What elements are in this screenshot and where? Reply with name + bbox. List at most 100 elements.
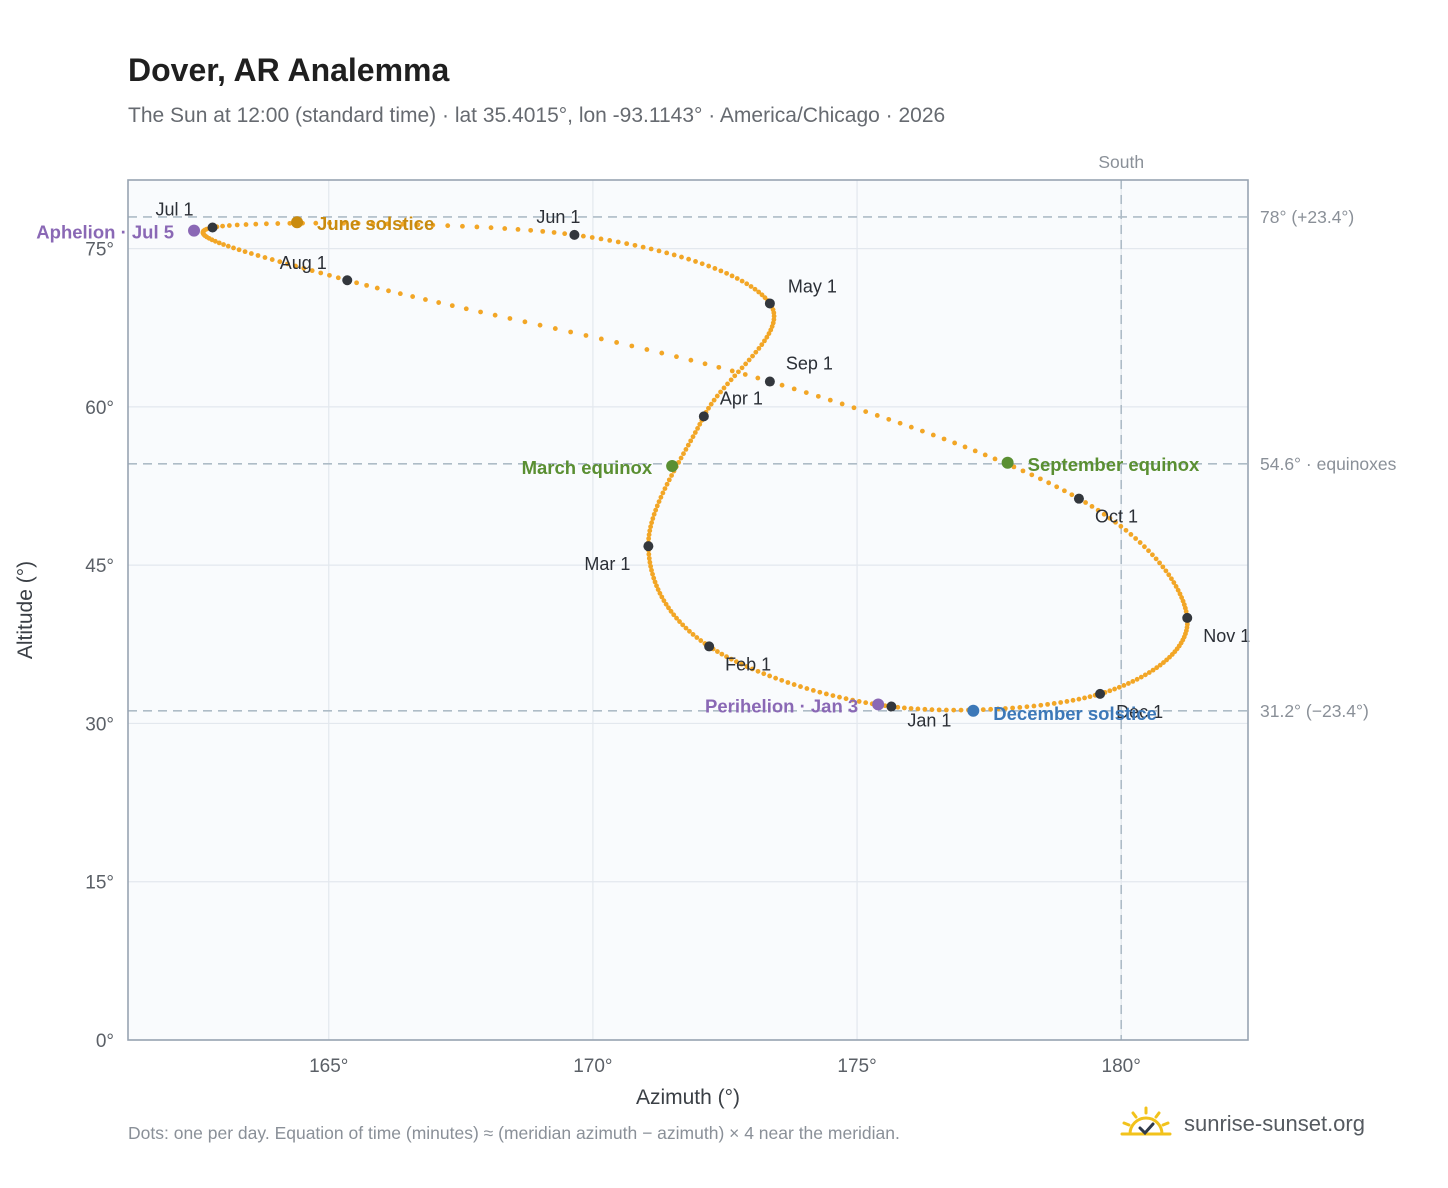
daily-sun-dot (753, 349, 759, 355)
daily-sun-dot (767, 301, 773, 306)
daily-sun-dot (692, 430, 698, 435)
daily-sun-dot (685, 442, 691, 448)
plot-frame (127, 179, 1249, 1041)
daily-sun-dot (718, 389, 723, 395)
daily-sun-dot (706, 263, 712, 269)
daily-sun-dot (632, 242, 638, 248)
daily-sun-dot (300, 220, 305, 226)
daily-sun-dot (791, 386, 797, 392)
daily-sun-dot (804, 686, 810, 691)
daily-sun-dot (423, 297, 428, 302)
daily-sun-dot (640, 244, 646, 250)
daily-sun-dot (762, 295, 768, 301)
month-label: Jan 1 (907, 711, 951, 731)
daily-sun-dot (263, 221, 269, 227)
daily-sun-dot (204, 226, 210, 232)
daily-sun-dot (744, 664, 750, 669)
altitude-reference-label: 54.6° · equinoxes (1260, 454, 1397, 474)
month-marker (1182, 612, 1193, 623)
daily-sun-dot (666, 477, 672, 483)
month-label: Dec 1 (1116, 702, 1163, 722)
daily-sun-dot (1002, 460, 1007, 466)
daily-sun-dot (1069, 492, 1075, 498)
daily-sun-dot (739, 365, 745, 371)
daily-sun-dot (908, 706, 914, 711)
daily-sun-dot (995, 706, 1001, 712)
daily-sun-dot (598, 236, 604, 242)
daily-sun-dot (929, 707, 935, 713)
daily-sun-dot (765, 298, 771, 303)
daily-sun-dot (941, 436, 947, 442)
y-tick-label: 30° (85, 714, 114, 735)
daily-sun-dot (1017, 704, 1023, 710)
daily-sun-dot (698, 638, 704, 643)
daily-sun-dot (908, 424, 914, 430)
daily-sun-dot (1172, 649, 1178, 655)
daily-sun-dot (648, 524, 654, 530)
y-tick-label: 0° (96, 1031, 114, 1052)
daily-sun-dot (615, 239, 621, 245)
daily-sun-dot (1046, 480, 1052, 486)
daily-sun-dot (1020, 468, 1026, 474)
daily-sun-dot (1121, 682, 1127, 688)
daily-sun-dot (653, 507, 659, 513)
daily-sun-dot (397, 291, 403, 297)
daily-sun-dot (823, 691, 829, 697)
x-tick-label: 175° (837, 1056, 876, 1077)
daily-sun-dot (656, 499, 662, 505)
daily-sun-dot (1054, 484, 1060, 490)
daily-sun-dot (728, 377, 734, 383)
daily-sun-dot (1024, 704, 1030, 710)
daily-sun-dot (1174, 646, 1180, 652)
daily-sun-dot (474, 224, 480, 230)
event-label: March equinox (522, 457, 653, 478)
daily-sun-dot (654, 583, 659, 589)
daily-sun-dot (580, 233, 586, 239)
daily-sun-dot (287, 220, 293, 226)
daily-sun-dot (734, 276, 740, 281)
daily-sun-dot (646, 555, 652, 561)
daily-sun-dot (1146, 548, 1151, 554)
plot-area (128, 180, 1248, 1040)
daily-sun-dot (1184, 615, 1190, 621)
daily-sun-dot (1181, 602, 1187, 608)
daily-sun-dot (1037, 476, 1043, 482)
daily-sun-dot (1038, 702, 1044, 708)
month-marker (704, 641, 715, 652)
daily-sun-dot (1180, 637, 1186, 643)
brand-name[interactable]: sunrise-sunset.org (1184, 1111, 1365, 1136)
daily-sun-dot (980, 707, 986, 713)
daily-sun-dot (1138, 674, 1144, 680)
month-label: Sep 1 (786, 354, 833, 374)
daily-sun-dot (583, 333, 589, 338)
daily-sun-dot (888, 704, 894, 709)
daily-sun-dot (755, 375, 761, 381)
daily-sun-dot (243, 222, 249, 227)
grid-lines (128, 180, 1248, 1041)
month-label: Jun 1 (536, 207, 580, 227)
daily-sun-dot (293, 263, 298, 269)
daily-sun-dot (210, 225, 215, 230)
daily-sun-dot (851, 405, 857, 411)
daily-sun-dot (1150, 667, 1156, 673)
daily-sun-dot (370, 221, 376, 226)
daily-sun-dot (764, 334, 770, 340)
daily-sun-dot (769, 324, 775, 329)
daily-sun-dot (354, 280, 359, 286)
event-label: Aphelion · Jul 5 (36, 222, 174, 243)
daily-sun-dot (874, 413, 880, 418)
event-marker (188, 224, 201, 237)
daily-sun-dot (648, 246, 654, 252)
daily-sun-dot (364, 282, 370, 288)
daily-sun-dot (1167, 654, 1172, 660)
daily-sun-dot (683, 625, 689, 631)
daily-sun-dot (756, 289, 762, 295)
daily-sun-dot (752, 286, 758, 292)
daily-sun-dot (646, 551, 652, 557)
daily-sun-dot (647, 559, 653, 565)
brand[interactable]: sunrise-sunset.org (1120, 1102, 1365, 1146)
daily-sun-dot (830, 693, 836, 699)
daily-sun-dot (430, 222, 436, 228)
daily-sun-dot (201, 231, 207, 237)
daily-sun-dot (248, 251, 254, 256)
